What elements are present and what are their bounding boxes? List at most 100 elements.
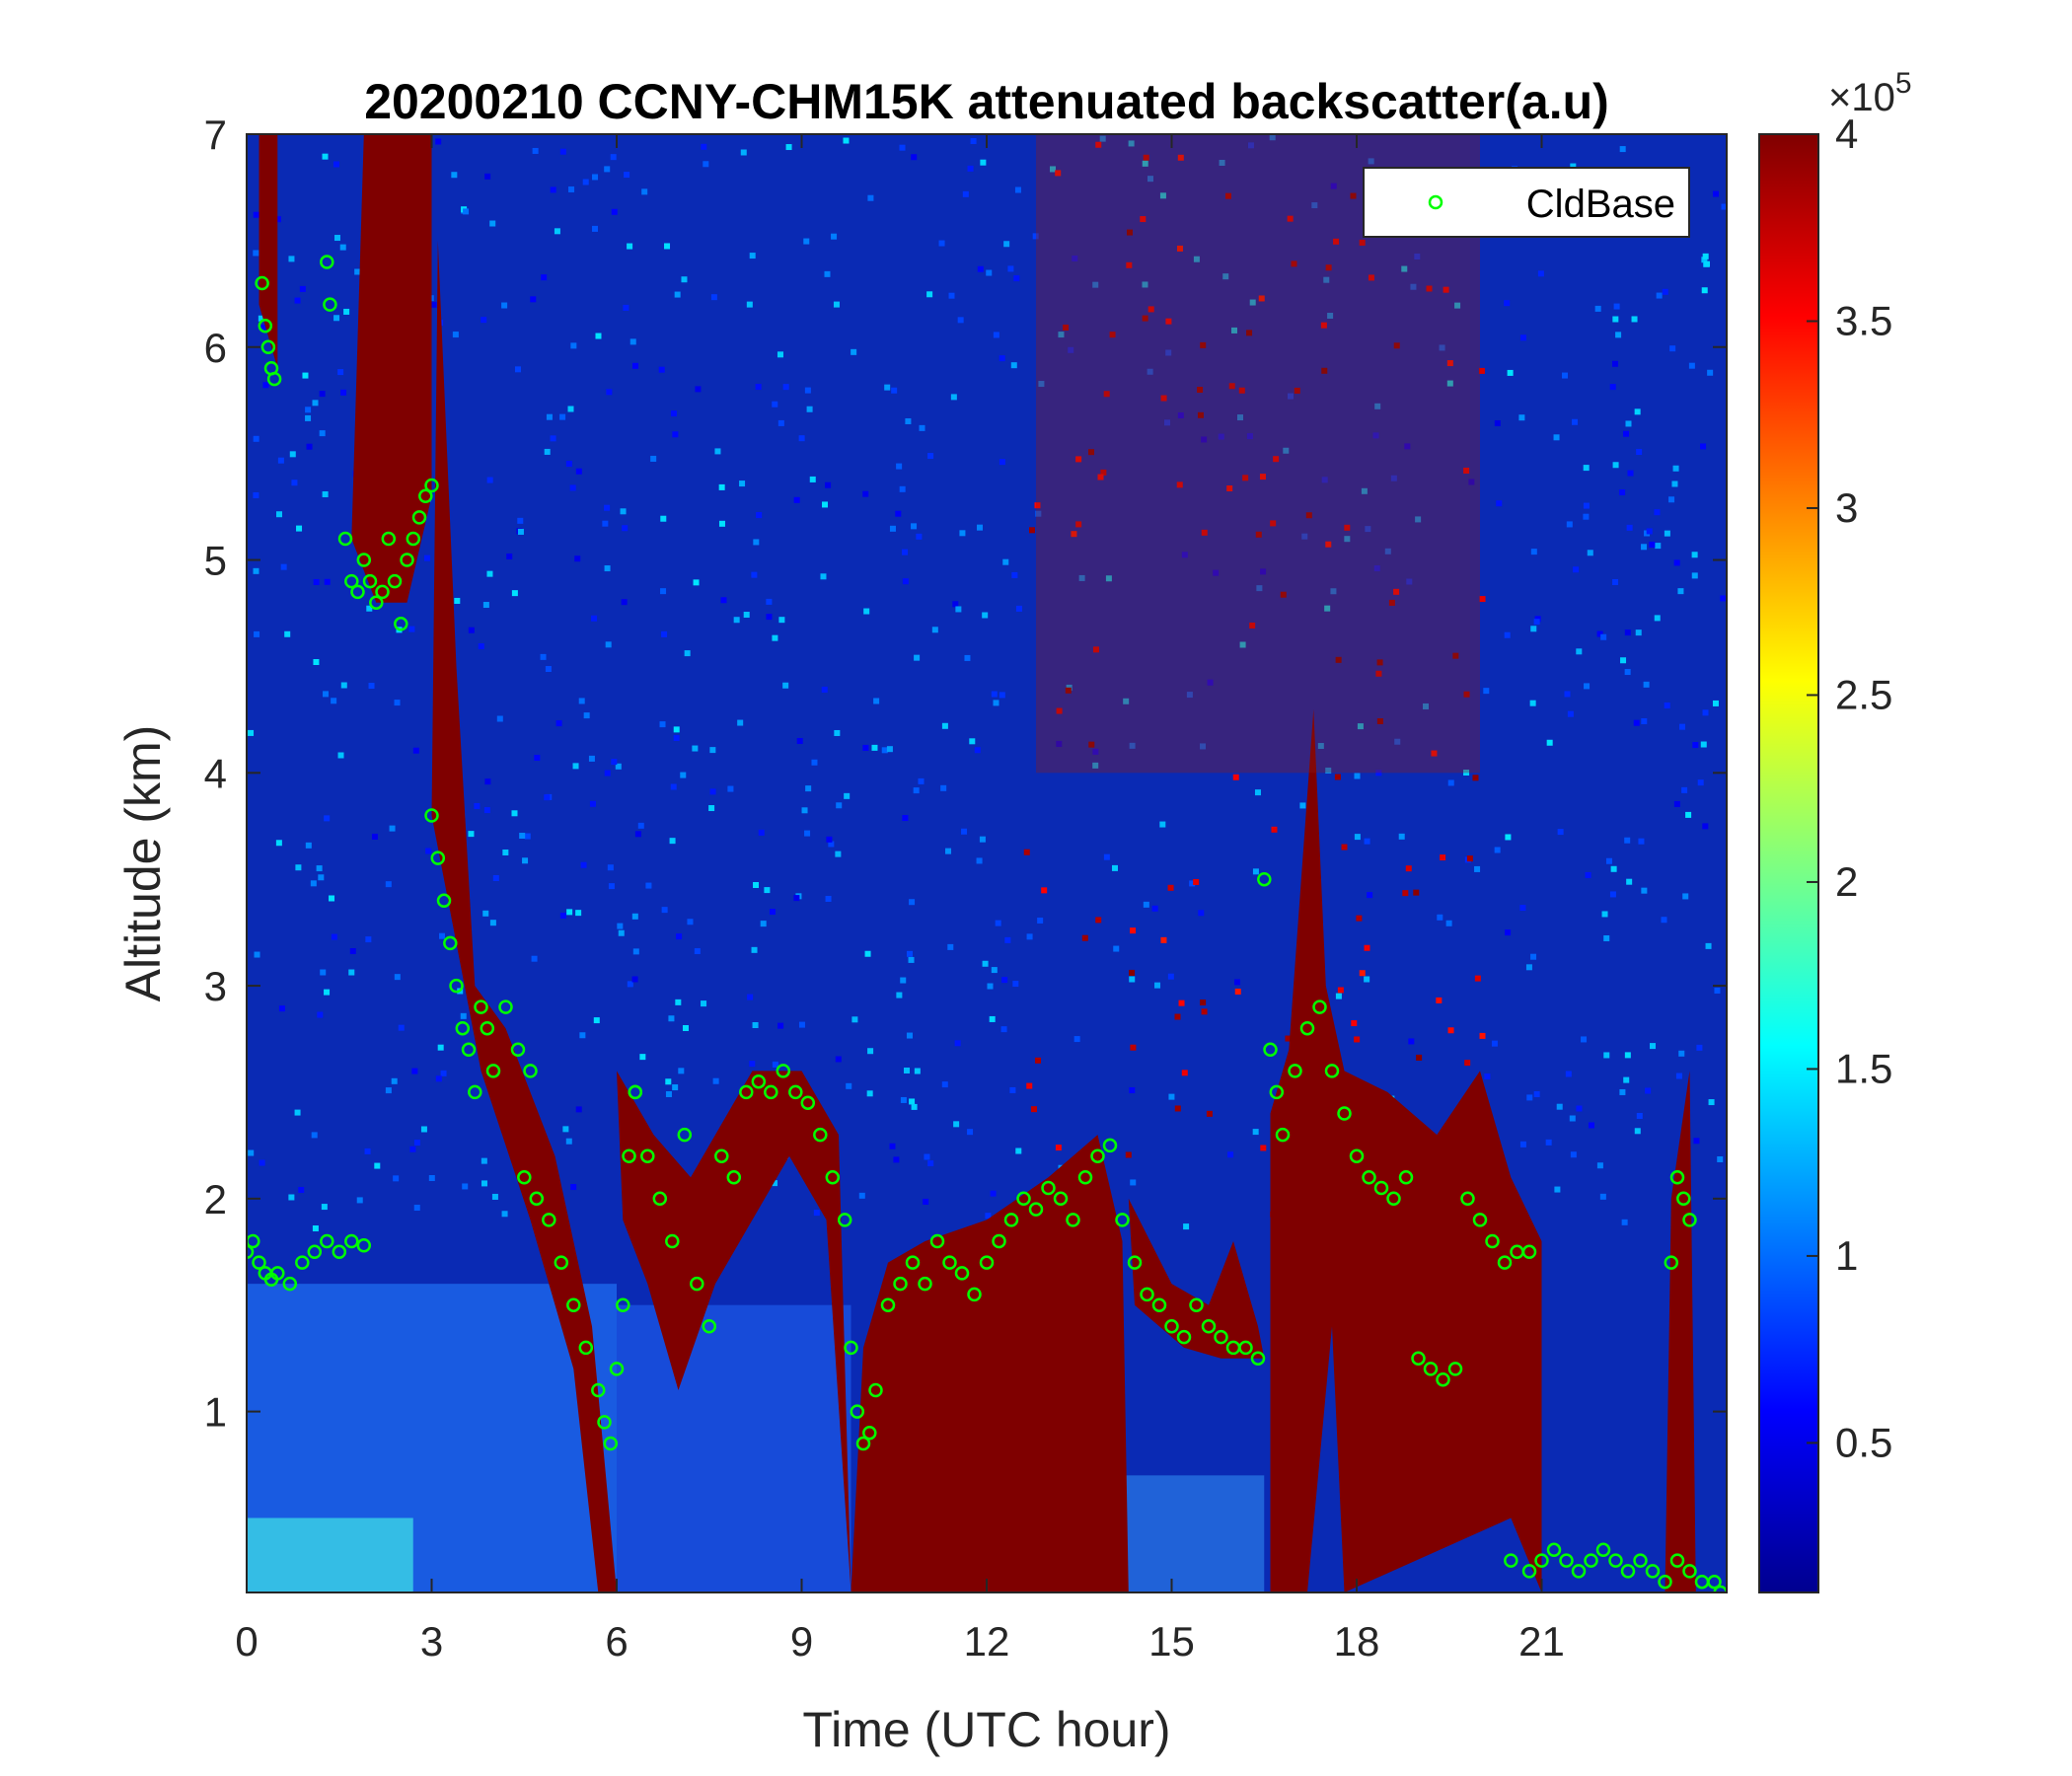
x-axis-label: Time (UTC hour) xyxy=(802,1702,1170,1757)
heatmap-cell xyxy=(1720,595,1727,602)
heatmap-cell xyxy=(1269,134,1276,141)
heatmap-cell xyxy=(709,747,716,754)
cldbase-point xyxy=(1713,1585,1727,1592)
heatmap-cell xyxy=(1463,691,1470,698)
heatmap-cell xyxy=(1700,443,1707,450)
cldbase-point xyxy=(1485,1233,1500,1249)
colorbar-tick-label: 3 xyxy=(1835,484,1858,531)
cldbase-point xyxy=(1324,1064,1340,1078)
heatmap-cell xyxy=(1030,1106,1037,1113)
heatmap-cell xyxy=(1092,281,1099,288)
heatmap-cell xyxy=(670,783,677,790)
heatmap-cell xyxy=(368,683,375,690)
heatmap-cell xyxy=(1142,160,1148,167)
heatmap-cell xyxy=(247,1517,413,1592)
cldbase-point xyxy=(1633,1553,1648,1568)
heatmap-cell xyxy=(483,807,490,814)
heatmap-cell xyxy=(714,448,721,455)
heatmap-cell xyxy=(1504,631,1511,638)
cldbase-point xyxy=(461,1042,477,1058)
heatmap-cell xyxy=(575,1106,582,1113)
heatmap-cell xyxy=(749,253,756,259)
heatmap-cell xyxy=(319,430,326,437)
heatmap-cell xyxy=(1301,533,1308,540)
heatmap-cell xyxy=(409,1146,416,1152)
heatmap-cell xyxy=(940,784,947,791)
heatmap-cell xyxy=(811,759,818,766)
heatmap-cell xyxy=(665,1078,672,1085)
heatmap-cell xyxy=(502,849,509,855)
heatmap-cell xyxy=(718,520,725,527)
heatmap-cell xyxy=(608,883,615,890)
heatmap-cell xyxy=(1323,276,1330,283)
cldbase-point xyxy=(1620,1564,1636,1579)
heatmap-cell xyxy=(694,948,701,955)
heatmap-cell xyxy=(743,611,750,618)
heatmap-cell xyxy=(1570,1151,1577,1158)
heatmap-cell xyxy=(911,154,918,161)
heatmap-cell xyxy=(1320,322,1327,329)
heatmap-cell xyxy=(431,240,617,1592)
cldbase-point xyxy=(825,1170,841,1185)
heatmap-cell xyxy=(1219,159,1225,166)
heatmap-cell xyxy=(546,413,553,420)
heatmap-cell xyxy=(1270,708,1542,1592)
heatmap-cell xyxy=(1494,847,1501,853)
heatmap-cell xyxy=(1365,526,1371,533)
heatmap-cell xyxy=(1110,1475,1265,1592)
heatmap-cell xyxy=(1437,914,1443,921)
heatmap-cell xyxy=(1097,474,1104,481)
heatmap-cell xyxy=(899,485,906,492)
heatmap-cell xyxy=(1081,934,1088,941)
heatmap-cell xyxy=(1697,779,1704,786)
heatmap-cell xyxy=(1130,1179,1137,1186)
heatmap-cell xyxy=(1636,1112,1643,1119)
cldbase-point xyxy=(622,1148,636,1163)
heatmap-cell xyxy=(481,1180,487,1187)
heatmap-cell xyxy=(1566,521,1573,528)
heatmap-cell xyxy=(918,777,925,784)
heatmap-cell xyxy=(1165,349,1172,356)
heatmap-cell xyxy=(329,895,335,902)
heatmap-cell xyxy=(1088,449,1095,456)
heatmap-cell xyxy=(1324,605,1331,612)
heatmap-cell xyxy=(617,1304,851,1592)
heatmap-cell xyxy=(661,630,668,637)
heatmap-cell xyxy=(986,269,993,276)
heatmap-cell xyxy=(989,1015,996,1022)
cldbase-point xyxy=(1189,1297,1204,1312)
cldbase-point xyxy=(424,478,439,493)
heatmap-cell xyxy=(1423,703,1430,709)
heatmap-cell xyxy=(772,401,778,407)
heatmap-cell xyxy=(1496,500,1503,507)
heatmap-cell xyxy=(294,1109,301,1116)
heatmap-cell xyxy=(1376,659,1383,666)
cldbase-point xyxy=(344,573,359,589)
heatmap-cell xyxy=(1015,1147,1022,1154)
heatmap-cell xyxy=(1545,1139,1552,1146)
cldbase-point xyxy=(252,1255,266,1270)
heatmap-cell xyxy=(435,138,442,145)
cldbase-point xyxy=(776,1064,791,1078)
heatmap-cell xyxy=(1704,260,1711,267)
heatmap-cell xyxy=(412,747,419,754)
heatmap-cell xyxy=(785,144,792,151)
heatmap-cell xyxy=(1193,878,1200,885)
cldbase-point xyxy=(337,531,353,547)
heatmap-cell xyxy=(976,524,983,531)
heatmap-cell xyxy=(1325,767,1332,774)
heatmap-cell xyxy=(1140,216,1147,223)
heatmap-cell xyxy=(908,956,915,963)
cldbase-point xyxy=(258,318,273,333)
heatmap-cell xyxy=(253,492,259,499)
cldbase-point xyxy=(1504,1553,1518,1568)
heatmap-cell xyxy=(687,919,694,925)
cldbase-point xyxy=(844,1340,858,1356)
heatmap-cell xyxy=(639,1054,646,1061)
cldbase-point xyxy=(400,553,414,567)
heatmap-cell xyxy=(893,1156,900,1163)
heatmap-cell xyxy=(1068,346,1074,353)
heatmap-cell xyxy=(793,496,800,503)
heatmap-cell xyxy=(1041,887,1048,894)
heatmap-cell xyxy=(824,270,831,277)
